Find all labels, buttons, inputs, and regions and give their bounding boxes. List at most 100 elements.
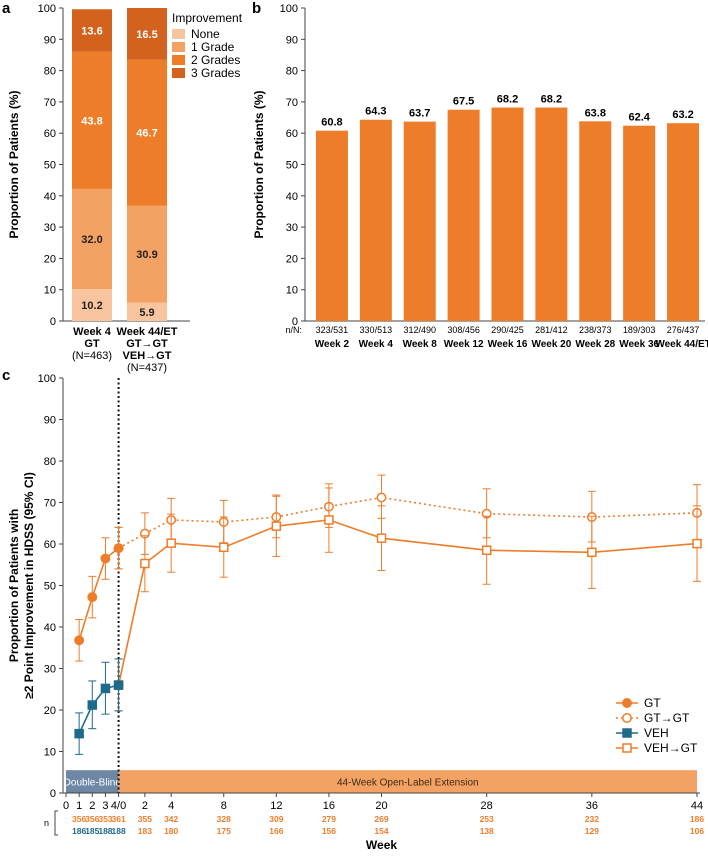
c-x-tick-label: 20 <box>375 800 387 812</box>
c-n-value: 355 <box>138 814 152 824</box>
b-x-category-label: Week 44/ET <box>655 339 708 350</box>
a-bar-segment <box>72 9 112 52</box>
a-x-category-n: (N=437) <box>127 362 167 374</box>
b-x-category-label: Week 28 <box>575 339 615 350</box>
c-period-band-label: Double-Blind <box>64 778 121 789</box>
c-series-line <box>118 496 698 549</box>
b-bar <box>579 121 612 321</box>
b-y-tick-label: 90 <box>286 34 298 46</box>
c-n-value: 186 <box>690 814 704 824</box>
a-bar-data-label: 5.9 <box>139 307 154 319</box>
c-y-tick-label: 80 <box>44 456 56 468</box>
b-y-tick-label: 80 <box>286 66 298 78</box>
c-n-value: 183 <box>138 826 152 836</box>
c-legend-marker <box>622 728 632 738</box>
a-y-tick-label: 20 <box>44 253 56 265</box>
c-data-point <box>271 521 282 531</box>
b-bar-data-label: 68.2 <box>541 94 562 106</box>
c-n-value: 185 <box>85 826 99 836</box>
c-y-tick-label: 0 <box>50 788 56 800</box>
c-y-tick-label: 10 <box>44 747 56 759</box>
a-y-tick-label: 0 <box>50 316 56 328</box>
b-bar-data-label: 60.8 <box>321 117 342 129</box>
panel-label-c: c <box>2 367 10 384</box>
c-x-tick-label: 16 <box>323 800 335 812</box>
c-n-row-label: n <box>44 818 49 828</box>
b-bar-data-label: 63.8 <box>585 107 606 119</box>
c-y-tick-label: 50 <box>44 581 56 593</box>
c-period-band <box>66 770 119 793</box>
c-n-value: 154 <box>374 826 388 836</box>
b-bar-nN-label: 330/513 <box>360 325 393 335</box>
b-bar-data-label: 63.7 <box>409 108 430 120</box>
c-x-axis-title: Week <box>366 838 397 852</box>
b-bar-data-label: 62.4 <box>628 112 650 124</box>
c-n-bracket <box>54 810 58 836</box>
b-bar <box>491 107 524 321</box>
b-y-axis-title: Proportion of Patients (%) <box>252 91 266 239</box>
c-data-point <box>324 515 334 525</box>
c-legend-marker <box>622 743 632 753</box>
b-x-category-label: Week 2 <box>315 339 350 350</box>
c-y-tick-label: 90 <box>44 415 56 427</box>
a-x-category-label: VEH→GT <box>123 350 172 362</box>
a-bar-data-label: 43.8 <box>81 115 102 127</box>
c-x-tick-label: 4 <box>168 800 174 812</box>
b-bar-nN-label: 323/531 <box>316 325 349 335</box>
c-y-axis-title-line2: ≥2 Point Improvement in HDSS (95% CI) <box>22 472 36 699</box>
c-n-value: 279 <box>322 814 336 824</box>
c-n-value: 232 <box>585 814 599 824</box>
c-x-tick-label: 4/0 <box>111 800 126 812</box>
c-data-point <box>481 545 492 555</box>
c-x-tick-label: 44 <box>691 800 703 812</box>
b-x-category-label: Week 8 <box>403 339 438 350</box>
a-legend-label: 3 Grades <box>191 66 240 80</box>
b-x-category-label: Week 12 <box>444 339 484 350</box>
c-n-value: 166 <box>269 826 283 836</box>
a-legend-swatch <box>172 29 185 39</box>
a-x-category-label: Week 44/ET <box>117 326 178 338</box>
panel-c-line-chart: Double-Blind 44-Week Open-Label Extension… <box>7 373 704 852</box>
a-x-category-n: (N=463) <box>72 350 112 362</box>
c-n-value: 253 <box>480 814 494 824</box>
c-n-value: 129 <box>585 826 599 836</box>
b-y-tick-label: 50 <box>286 160 298 172</box>
a-y-tick-label: 40 <box>44 191 56 203</box>
c-x-tick-label: 0 <box>63 800 69 812</box>
a-bar-segment <box>127 205 167 303</box>
a-y-axis-title: Proportion of Patients (%) <box>7 91 21 239</box>
b-bar-nN-label: 308/456 <box>447 325 480 335</box>
a-y-tick-label: 50 <box>44 160 56 172</box>
a-y-tick-label: 10 <box>44 285 56 297</box>
c-y-tick-label: 30 <box>44 664 56 676</box>
b-bar <box>447 109 480 321</box>
a-legend-swatch <box>172 42 185 52</box>
c-n-value: 186 <box>72 826 86 836</box>
c-data-point <box>100 553 111 564</box>
c-data-point <box>74 728 84 739</box>
b-bar-data-label: 63.2 <box>672 109 693 121</box>
b-bar <box>403 121 436 321</box>
c-period-band <box>118 770 698 793</box>
a-bar-data-label: 32.0 <box>81 234 102 246</box>
c-legend-label: GT <box>644 696 661 710</box>
b-y-tick-label: 30 <box>286 222 298 234</box>
c-n-value: 106 <box>690 826 704 836</box>
c-period-band-label: 44-Week Open-Label Extension <box>337 778 479 789</box>
a-y-tick-label: 70 <box>44 97 56 109</box>
a-x-category-label: Week 4 <box>73 326 112 338</box>
c-data-point <box>100 683 111 694</box>
b-y-tick-label: 100 <box>280 3 298 15</box>
c-n-value: 328 <box>217 814 231 824</box>
a-legend-title: Improvement <box>172 11 243 25</box>
c-n-value: 356 <box>85 814 99 824</box>
c-legend-label: GT→GT <box>644 711 690 725</box>
c-series-line <box>117 519 698 686</box>
c-data-point <box>376 533 387 543</box>
c-n-value: 361 <box>111 814 125 824</box>
c-x-tick-label: 2 <box>89 800 95 812</box>
c-data-point <box>113 680 124 690</box>
a-bar-segment <box>72 289 112 321</box>
a-legend-label: None <box>191 27 220 41</box>
a-bar-data-label: 10.2 <box>81 300 102 312</box>
